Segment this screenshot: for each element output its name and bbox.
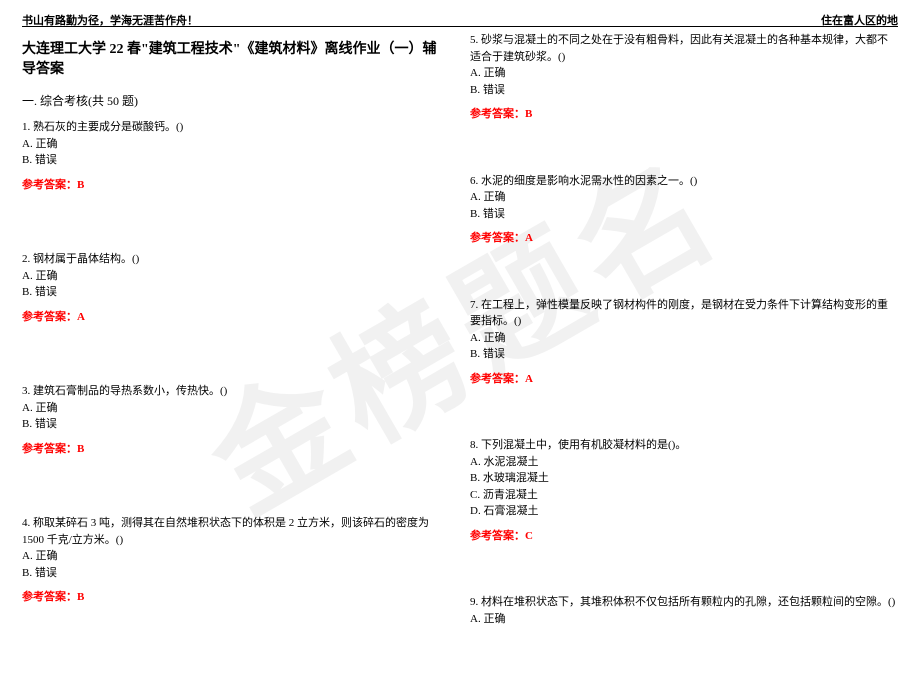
question-text: 5. 砂浆与混凝土的不同之处在于没有粗骨料，因此有关混凝土的各种基本规律，大都不… bbox=[470, 32, 898, 65]
question-option: B. 错误 bbox=[470, 82, 898, 99]
question-option: D. 石膏混凝土 bbox=[470, 503, 898, 520]
question-block: 5. 砂浆与混凝土的不同之处在于没有粗骨料，因此有关混凝土的各种基本规律，大都不… bbox=[470, 32, 898, 123]
question-block: 6. 水泥的细度是影响水泥需水性的因素之一。() A. 正确 B. 错误 参考答… bbox=[470, 173, 898, 247]
question-option: A. 正确 bbox=[470, 611, 898, 628]
content-area: 大连理工大学 22 春"建筑工程技术"《建筑材料》离线作业（一）辅导答案 一. … bbox=[22, 32, 898, 685]
main-title: 大连理工大学 22 春"建筑工程技术"《建筑材料》离线作业（一）辅导答案 bbox=[22, 38, 450, 78]
question-answer: 参考答案：B bbox=[470, 106, 898, 123]
question-option: A. 正确 bbox=[470, 65, 898, 82]
question-answer: 参考答案：A bbox=[470, 230, 898, 247]
question-answer: 参考答案：B bbox=[22, 589, 450, 606]
question-block: 7. 在工程上，弹性模量反映了钢材构件的刚度，是钢材在受力条件下计算结构变形的重… bbox=[470, 297, 898, 388]
question-block: 9. 材料在堆积状态下，其堆积体积不仅包括所有颗粒内的孔隙，还包括颗粒间的空隙。… bbox=[470, 594, 898, 627]
question-text: 1. 熟石灰的主要成分是碳酸钙。() bbox=[22, 119, 450, 136]
question-option: B. 错误 bbox=[22, 565, 450, 582]
question-block: 8. 下列混凝土中，使用有机胶凝材料的是()。 A. 水泥混凝土 B. 水玻璃混… bbox=[470, 437, 898, 544]
section-title: 一. 综合考核(共 50 题) bbox=[22, 92, 450, 109]
question-option: A. 正确 bbox=[22, 400, 450, 417]
question-option: C. 沥青混凝土 bbox=[470, 487, 898, 504]
question-text: 3. 建筑石膏制品的导热系数小，传热快。() bbox=[22, 383, 450, 400]
question-answer: 参考答案：A bbox=[470, 371, 898, 388]
question-option: B. 错误 bbox=[470, 346, 898, 363]
question-option: A. 正确 bbox=[470, 189, 898, 206]
question-option: B. 水玻璃混凝土 bbox=[470, 470, 898, 487]
question-text: 2. 钢材属于晶体结构。() bbox=[22, 251, 450, 268]
question-option: B. 错误 bbox=[470, 206, 898, 223]
question-block: 4. 称取某碎石 3 吨，测得其在自然堆积状态下的体积是 2 立方米，则该碎石的… bbox=[22, 515, 450, 606]
question-option: A. 水泥混凝土 bbox=[470, 454, 898, 471]
question-option: A. 正确 bbox=[22, 268, 450, 285]
question-answer: 参考答案：B bbox=[22, 177, 450, 194]
question-text: 6. 水泥的细度是影响水泥需水性的因素之一。() bbox=[470, 173, 898, 190]
question-block: 2. 钢材属于晶体结构。() A. 正确 B. 错误 参考答案：A bbox=[22, 251, 450, 325]
header-divider bbox=[22, 26, 898, 27]
question-answer: 参考答案：A bbox=[22, 309, 450, 326]
question-option: A. 正确 bbox=[22, 548, 450, 565]
question-answer: 参考答案：C bbox=[470, 528, 898, 545]
question-text: 7. 在工程上，弹性模量反映了钢材构件的刚度，是钢材在受力条件下计算结构变形的重… bbox=[470, 297, 898, 330]
question-block: 1. 熟石灰的主要成分是碳酸钙。() A. 正确 B. 错误 参考答案：B bbox=[22, 119, 450, 193]
question-text: 8. 下列混凝土中，使用有机胶凝材料的是()。 bbox=[470, 437, 898, 454]
question-text: 4. 称取某碎石 3 吨，测得其在自然堆积状态下的体积是 2 立方米，则该碎石的… bbox=[22, 515, 450, 548]
question-answer: 参考答案：B bbox=[22, 441, 450, 458]
question-option: B. 错误 bbox=[22, 284, 450, 301]
right-column: 5. 砂浆与混凝土的不同之处在于没有粗骨料，因此有关混凝土的各种基本规律，大都不… bbox=[470, 32, 898, 685]
question-text: 9. 材料在堆积状态下，其堆积体积不仅包括所有颗粒内的孔隙，还包括颗粒间的空隙。… bbox=[470, 594, 898, 611]
question-option: A. 正确 bbox=[470, 330, 898, 347]
question-option: B. 错误 bbox=[22, 416, 450, 433]
question-option: A. 正确 bbox=[22, 136, 450, 153]
question-block: 3. 建筑石膏制品的导热系数小，传热快。() A. 正确 B. 错误 参考答案：… bbox=[22, 383, 450, 457]
left-column: 大连理工大学 22 春"建筑工程技术"《建筑材料》离线作业（一）辅导答案 一. … bbox=[22, 32, 450, 685]
question-option: B. 错误 bbox=[22, 152, 450, 169]
